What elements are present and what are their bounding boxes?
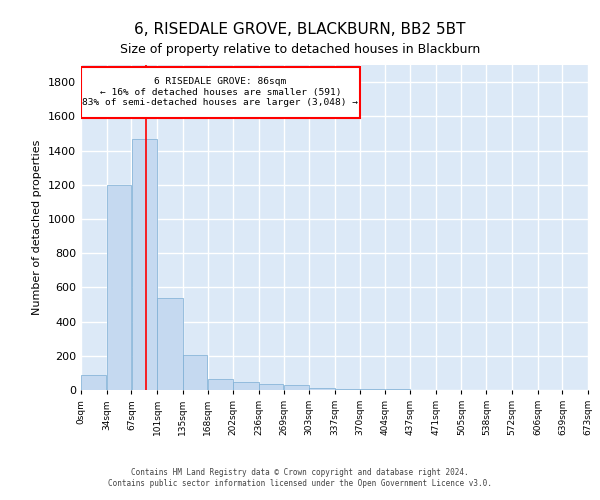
Text: 6, RISEDALE GROVE, BLACKBURN, BB2 5BT: 6, RISEDALE GROVE, BLACKBURN, BB2 5BT xyxy=(134,22,466,38)
Text: 6 RISEDALE GROVE: 86sqm
← 16% of detached houses are smaller (591)
83% of semi-d: 6 RISEDALE GROVE: 86sqm ← 16% of detache… xyxy=(82,78,358,108)
Bar xyxy=(284,385,309,390)
Bar xyxy=(259,384,283,390)
Bar xyxy=(233,382,259,390)
Bar xyxy=(81,374,106,390)
Bar xyxy=(107,184,131,390)
Bar xyxy=(360,389,385,390)
Bar xyxy=(310,388,335,390)
Text: Size of property relative to detached houses in Blackburn: Size of property relative to detached ho… xyxy=(120,42,480,56)
Bar xyxy=(183,355,208,390)
Bar xyxy=(208,379,233,390)
Text: Contains HM Land Registry data © Crown copyright and database right 2024.
Contai: Contains HM Land Registry data © Crown c… xyxy=(108,468,492,487)
FancyBboxPatch shape xyxy=(81,66,360,118)
Y-axis label: Number of detached properties: Number of detached properties xyxy=(32,140,43,315)
Bar xyxy=(157,298,182,390)
Bar xyxy=(131,138,157,390)
Bar xyxy=(335,388,359,390)
